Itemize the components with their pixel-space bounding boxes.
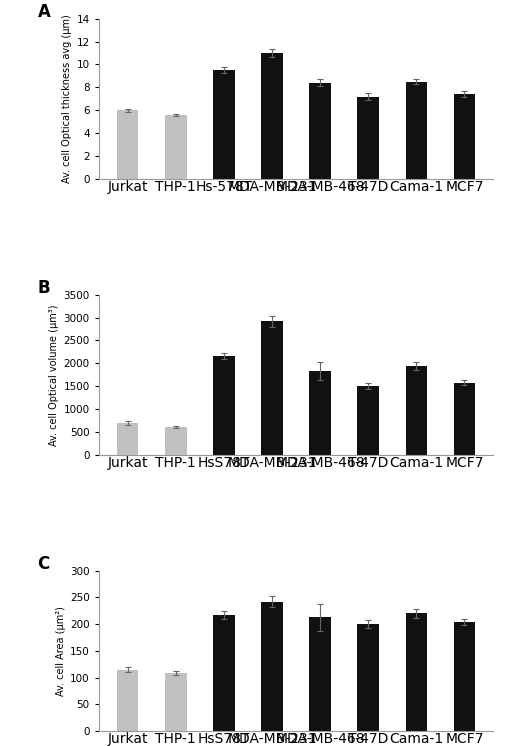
Bar — [453, 383, 474, 455]
Bar — [405, 366, 426, 455]
Bar — [213, 615, 234, 731]
Text: C: C — [37, 554, 49, 573]
Bar — [117, 423, 138, 455]
Bar — [117, 670, 138, 731]
Bar — [357, 96, 378, 179]
Bar — [357, 386, 378, 455]
Bar — [309, 83, 330, 179]
Y-axis label: Av. cell Area (μm²): Av. cell Area (μm²) — [56, 606, 66, 696]
Bar — [165, 427, 186, 455]
Bar — [213, 70, 234, 179]
Bar — [453, 94, 474, 179]
Bar — [261, 322, 282, 455]
Bar — [261, 601, 282, 731]
Y-axis label: Av. cell Optical thickness avg (μm): Av. cell Optical thickness avg (μm) — [62, 14, 72, 184]
Bar — [117, 110, 138, 179]
Bar — [405, 613, 426, 731]
Bar — [165, 673, 186, 731]
Bar — [357, 624, 378, 731]
Bar — [405, 81, 426, 179]
Text: A: A — [37, 2, 50, 21]
Text: B: B — [37, 278, 50, 297]
Y-axis label: Av. cell Optical volume (μm³): Av. cell Optical volume (μm³) — [49, 304, 59, 445]
Bar — [165, 115, 186, 179]
Bar — [309, 617, 330, 731]
Bar — [213, 356, 234, 455]
Bar — [453, 622, 474, 731]
Bar — [309, 372, 330, 455]
Bar — [261, 53, 282, 179]
